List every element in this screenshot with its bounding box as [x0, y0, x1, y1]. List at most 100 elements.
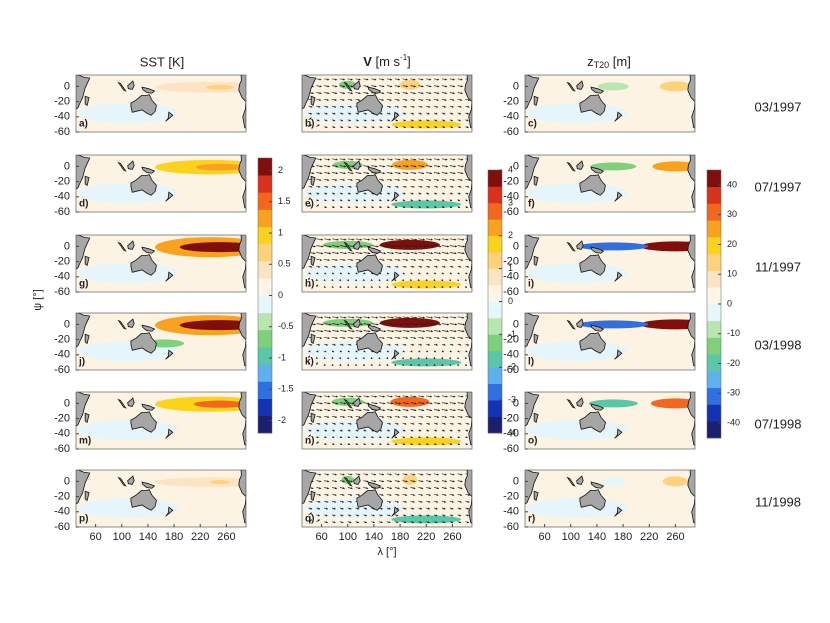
wind-arrow	[449, 158, 456, 161]
wind-arrow	[465, 500, 470, 503]
wind-arrow	[402, 258, 409, 262]
wind-arrow	[339, 112, 344, 115]
wind-arrow	[418, 395, 425, 398]
wind-arrow	[339, 272, 343, 275]
wind-arrow	[363, 514, 368, 517]
wind-arrow	[465, 507, 470, 510]
wind-arrow	[386, 126, 391, 129]
wind-arrow	[465, 436, 468, 439]
wind-arrow	[308, 434, 311, 438]
wind-arrow	[370, 285, 373, 288]
wind-arrow	[433, 363, 436, 366]
colorbar-swatch	[488, 170, 502, 187]
land	[84, 412, 90, 424]
wind-arrow	[402, 316, 410, 319]
wind-arrow	[316, 500, 321, 503]
wind-arrow	[332, 402, 339, 405]
land	[310, 255, 316, 267]
wind-arrow	[308, 343, 313, 346]
x-tick-label: 180	[391, 531, 409, 543]
land	[302, 235, 317, 270]
wind-arrow	[410, 323, 418, 326]
wind-arrow	[379, 336, 385, 340]
wind-arrow	[457, 395, 464, 398]
wind-arrow	[433, 285, 436, 288]
colorbar-swatch	[488, 202, 502, 220]
wind-arrow	[417, 363, 420, 366]
colorbar-swatch	[707, 287, 721, 305]
colorbar-swatch	[707, 203, 721, 221]
wind-arrow	[339, 493, 345, 496]
anomaly	[527, 420, 628, 440]
anomaly	[78, 103, 179, 123]
wind-arrow	[347, 336, 354, 340]
wind-arrow	[457, 343, 462, 346]
wind-arrow	[426, 514, 430, 517]
colorbar-tick-label: -1	[278, 352, 286, 362]
wind-arrow	[347, 105, 352, 108]
land	[76, 470, 91, 505]
wind-arrow	[456, 356, 459, 360]
wind-arrow	[449, 323, 458, 326]
wind-arrow	[347, 126, 352, 129]
anomaly	[391, 280, 462, 289]
panel-label: n)	[305, 436, 314, 447]
wind-arrow	[339, 395, 346, 398]
wind-arrow	[394, 165, 401, 168]
panel-frame	[75, 234, 247, 293]
wind-arrow	[457, 126, 461, 129]
wind-arrow	[339, 330, 347, 333]
wind-arrow	[410, 395, 417, 398]
wind-arrow	[434, 395, 440, 398]
wind-arrow	[355, 78, 361, 81]
colorbar-tick-label: 2	[278, 165, 283, 175]
wind-arrow	[418, 507, 423, 510]
y-tick-label: 0	[64, 80, 70, 92]
wind-arrow	[418, 265, 423, 268]
wind-arrow	[433, 436, 437, 439]
land	[367, 166, 382, 174]
colorbar-tick-label: 1.5	[278, 196, 291, 206]
colorbar-swatch	[707, 387, 721, 405]
anomaly	[527, 263, 628, 283]
wind-arrow	[355, 199, 359, 202]
y-tick-label: 0	[513, 397, 519, 409]
land	[464, 155, 472, 209]
wind-arrow	[355, 238, 363, 241]
wind-arrow	[433, 206, 437, 209]
wind-arrow	[386, 252, 394, 255]
wind-arrow	[449, 112, 454, 115]
panel-label: o)	[528, 436, 537, 447]
wind-arrow	[426, 265, 431, 268]
wind-arrow	[449, 436, 453, 439]
land	[367, 324, 382, 332]
wind-arrow	[355, 442, 359, 445]
anomaly	[578, 320, 649, 329]
wind-arrow	[363, 119, 367, 122]
anomaly	[640, 241, 695, 252]
wind-arrow	[449, 493, 455, 496]
wind-arrow	[332, 85, 338, 88]
wind-arrow	[457, 487, 463, 490]
y-tick-label: -20	[503, 413, 519, 425]
anomaly	[399, 79, 421, 90]
wind-arrow	[426, 98, 432, 101]
wind-arrow	[457, 185, 462, 188]
wind-arrow	[331, 192, 336, 195]
wind-arrow	[449, 500, 454, 503]
wind-arrow	[433, 500, 439, 503]
wind-arrow	[347, 185, 352, 188]
wind-arrow	[394, 436, 398, 439]
panel-frame	[75, 391, 247, 450]
map-panel	[76, 235, 246, 292]
wind-arrow	[316, 172, 323, 175]
wind-arrow	[308, 197, 312, 201]
land	[566, 319, 576, 330]
wind-arrow	[379, 85, 385, 88]
wind-arrow	[441, 119, 446, 122]
anomaly	[304, 420, 405, 440]
wind-arrow	[465, 206, 469, 209]
land	[353, 160, 361, 170]
wind-arrow	[332, 487, 338, 490]
wind-arrow	[457, 258, 464, 262]
